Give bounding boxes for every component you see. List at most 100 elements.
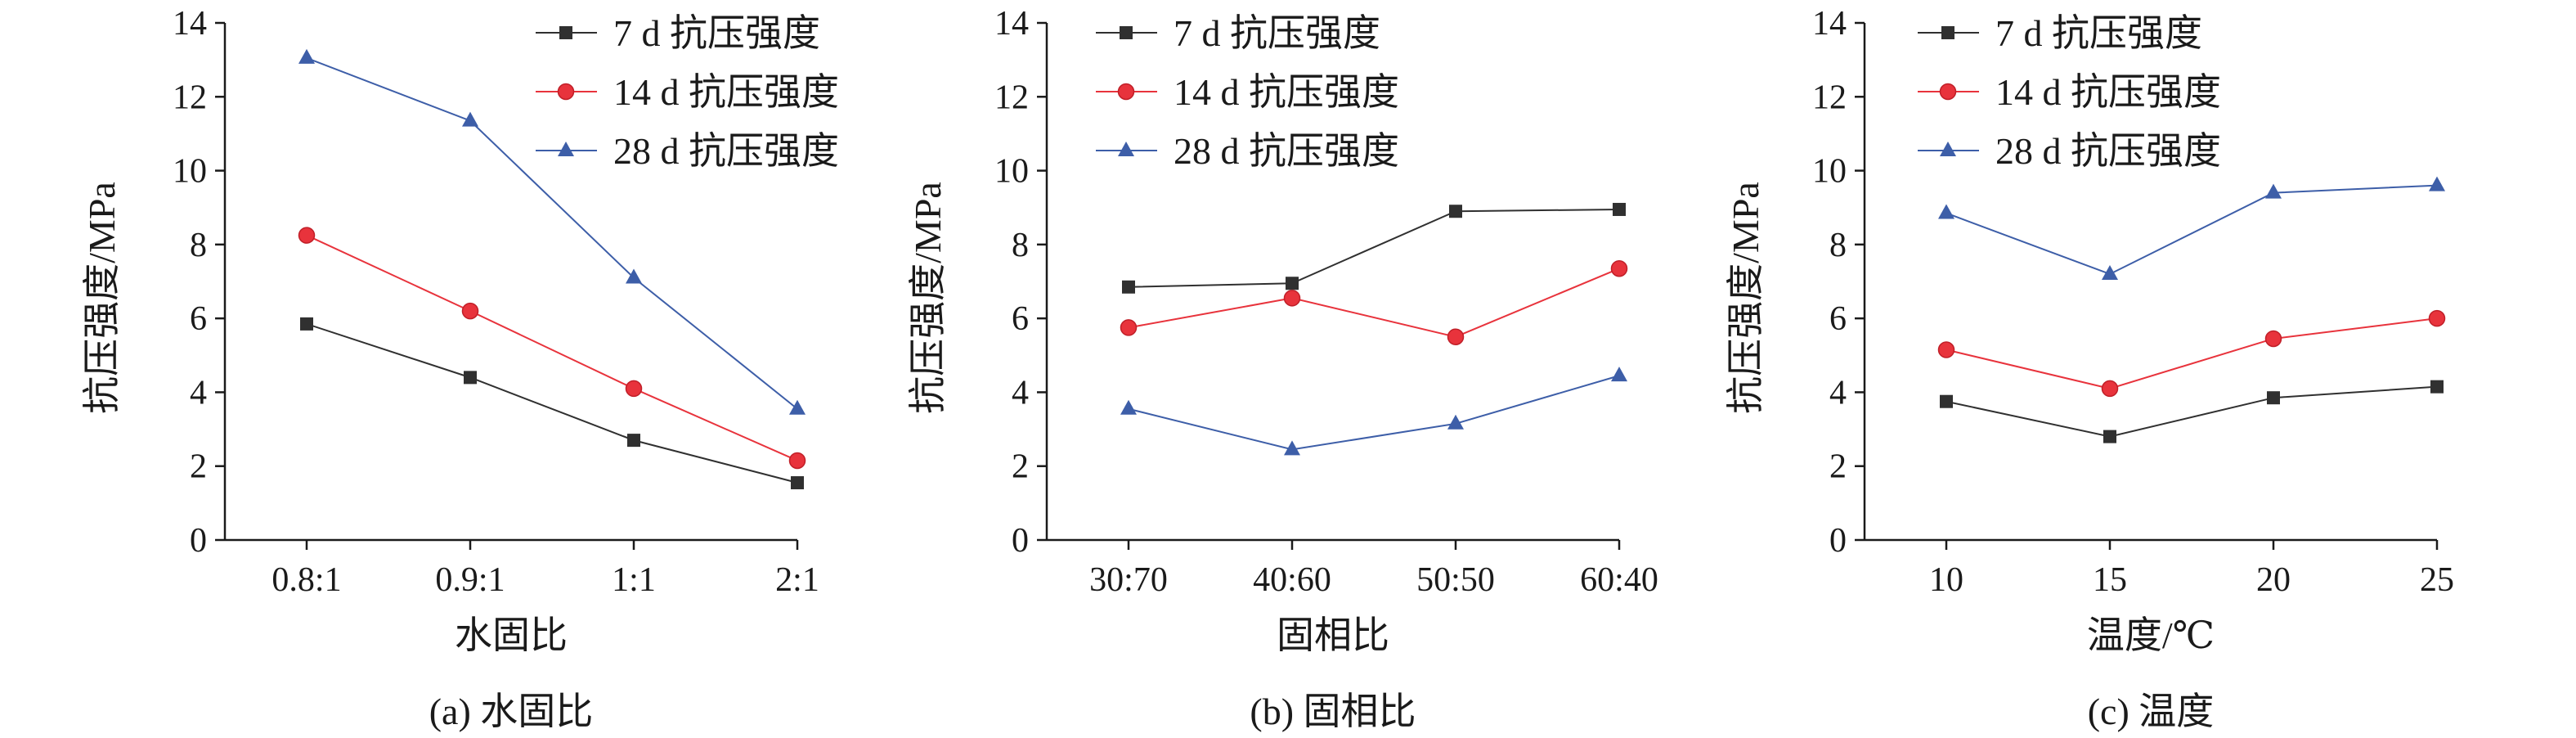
series-line-1 bbox=[306, 322, 798, 484]
series-line-2 bbox=[1128, 268, 1620, 338]
figure-caption: (c) 温度 bbox=[2088, 691, 2215, 732]
legend-label: 7 d 抗压强度 bbox=[613, 12, 820, 54]
data-point-series-3 bbox=[789, 399, 806, 415]
y-tick-label: 4 bbox=[1829, 374, 1847, 412]
x-tick-label: 2:1 bbox=[775, 561, 819, 599]
data-point-series-2 bbox=[1610, 259, 1628, 277]
data-point-series-1 bbox=[1122, 280, 1135, 294]
y-tick-label: 4 bbox=[1012, 374, 1029, 412]
y-tick-label: 0 bbox=[190, 522, 207, 560]
y-tick-label: 12 bbox=[173, 79, 207, 116]
series-line-2 bbox=[306, 234, 798, 461]
data-point-series-3 bbox=[298, 48, 315, 64]
x-tick-label: 30:70 bbox=[1089, 561, 1168, 599]
x-tick-label: 60:40 bbox=[1580, 561, 1658, 599]
series-line-3 bbox=[1128, 375, 1620, 451]
y-tick-label: 2 bbox=[190, 448, 207, 486]
legend-label: 7 d 抗压强度 bbox=[1174, 12, 1380, 54]
y-tick-label: 14 bbox=[1812, 5, 1847, 43]
y-tick-label: 8 bbox=[190, 227, 207, 264]
data-point-series-3 bbox=[1447, 414, 1464, 430]
data-point-series-2 bbox=[298, 227, 316, 244]
figure-caption: (b) 固相比 bbox=[1250, 691, 1416, 732]
y-tick-label: 12 bbox=[994, 79, 1029, 116]
series-line-3 bbox=[1945, 184, 2438, 276]
x-tick-label: 10 bbox=[1929, 561, 1963, 599]
chart-panel-b: 0 2 4 6 8 10 12 14 30:70 40:60 50:50 60:40 固相比 抗压强度/M… bbox=[907, 5, 1658, 732]
data-point-series-2 bbox=[1283, 290, 1301, 307]
x-tick-label: 40:60 bbox=[1253, 561, 1331, 599]
y-tick-label: 2 bbox=[1012, 448, 1029, 486]
series-line-1 bbox=[1945, 385, 2438, 438]
data-point-series-2 bbox=[1447, 328, 1465, 345]
y-axis-title: 抗压强度/MPa bbox=[81, 182, 123, 414]
data-point-series-3 bbox=[626, 268, 642, 284]
y-axis-title: 抗压强度/MPa bbox=[1725, 182, 1766, 414]
y-tick-label: 10 bbox=[1812, 153, 1847, 191]
data-point-series-3 bbox=[2102, 264, 2118, 280]
y-tick-label: 8 bbox=[1012, 227, 1029, 264]
legend-label: 14 d 抗压强度 bbox=[1174, 71, 1399, 113]
x-tick-label: 15 bbox=[2093, 561, 2127, 599]
legend-marker bbox=[1117, 83, 1135, 101]
data-point-series-2 bbox=[788, 452, 806, 470]
x-axis-title: 固相比 bbox=[1277, 614, 1389, 656]
legend-marker bbox=[1941, 26, 1954, 39]
y-tick-label: 4 bbox=[190, 374, 207, 412]
data-point-series-3 bbox=[462, 111, 478, 127]
data-point-series-2 bbox=[2264, 330, 2282, 348]
data-point-series-2 bbox=[2101, 380, 2119, 398]
chart-panel-a: 0 2 4 6 8 10 12 14 0.8:1 0.9:1 1:1 2:1 水固比 抗压强度/MPa 7 … bbox=[81, 5, 839, 732]
legend-marker bbox=[1120, 26, 1133, 39]
y-tick-label: 14 bbox=[173, 5, 207, 43]
data-point-series-1 bbox=[1286, 277, 1299, 290]
data-point-series-1 bbox=[1449, 205, 1462, 218]
y-tick-label: 8 bbox=[1829, 227, 1847, 264]
data-point-series-3 bbox=[2429, 176, 2445, 191]
legend-label: 14 d 抗压强度 bbox=[1995, 71, 2221, 113]
data-point-series-2 bbox=[2428, 309, 2446, 327]
series-line-2 bbox=[1945, 317, 2438, 389]
x-tick-label: 1:1 bbox=[612, 561, 656, 599]
data-point-series-1 bbox=[464, 371, 477, 385]
legend-label: 28 d 抗压强度 bbox=[1995, 130, 2221, 172]
data-point-series-1 bbox=[791, 476, 804, 490]
data-point-series-2 bbox=[461, 302, 479, 320]
y-tick-label: 10 bbox=[173, 153, 207, 191]
y-tick-label: 6 bbox=[1012, 300, 1029, 338]
x-tick-label: 0.8:1 bbox=[272, 561, 341, 599]
data-point-series-2 bbox=[1120, 319, 1138, 336]
data-point-series-1 bbox=[1613, 202, 1626, 216]
data-point-series-1 bbox=[2103, 430, 2116, 443]
legend-marker bbox=[559, 26, 572, 39]
legend-marker bbox=[1118, 142, 1134, 156]
y-tick-label: 0 bbox=[1829, 522, 1847, 560]
legend-label: 28 d 抗压强度 bbox=[613, 130, 839, 172]
data-point-series-1 bbox=[627, 434, 640, 448]
legend-marker bbox=[1940, 142, 1956, 156]
legend-marker bbox=[557, 83, 575, 101]
y-tick-label: 10 bbox=[994, 153, 1029, 191]
data-point-series-2 bbox=[625, 380, 643, 398]
chart-panel-c: 0 2 4 6 8 10 12 14 10 15 20 25 温度/℃ 抗压强度/MPa 7 d 抗压强度 1… bbox=[1725, 5, 2454, 732]
x-tick-label: 25 bbox=[2420, 561, 2454, 599]
y-tick-label: 2 bbox=[1829, 448, 1847, 486]
legend-marker bbox=[558, 142, 574, 156]
data-point-series-1 bbox=[2430, 380, 2444, 394]
y-tick-label: 12 bbox=[1812, 79, 1847, 116]
data-point-series-1 bbox=[1940, 394, 1953, 408]
figure-caption: (a) 水固比 bbox=[429, 691, 594, 732]
data-point-series-3 bbox=[1120, 399, 1137, 415]
data-point-series-3 bbox=[1938, 204, 1954, 219]
series-line-3 bbox=[306, 56, 798, 410]
y-tick-label: 14 bbox=[994, 5, 1029, 43]
y-tick-label: 6 bbox=[190, 300, 207, 338]
data-point-series-3 bbox=[1284, 440, 1300, 456]
x-tick-label: 20 bbox=[2256, 561, 2291, 599]
data-point-series-2 bbox=[1937, 341, 1955, 358]
y-axis-title: 抗压强度/MPa bbox=[907, 182, 949, 414]
data-point-series-1 bbox=[300, 317, 313, 331]
legend-label: 14 d 抗压强度 bbox=[613, 71, 839, 113]
y-tick-label: 0 bbox=[1012, 522, 1029, 560]
